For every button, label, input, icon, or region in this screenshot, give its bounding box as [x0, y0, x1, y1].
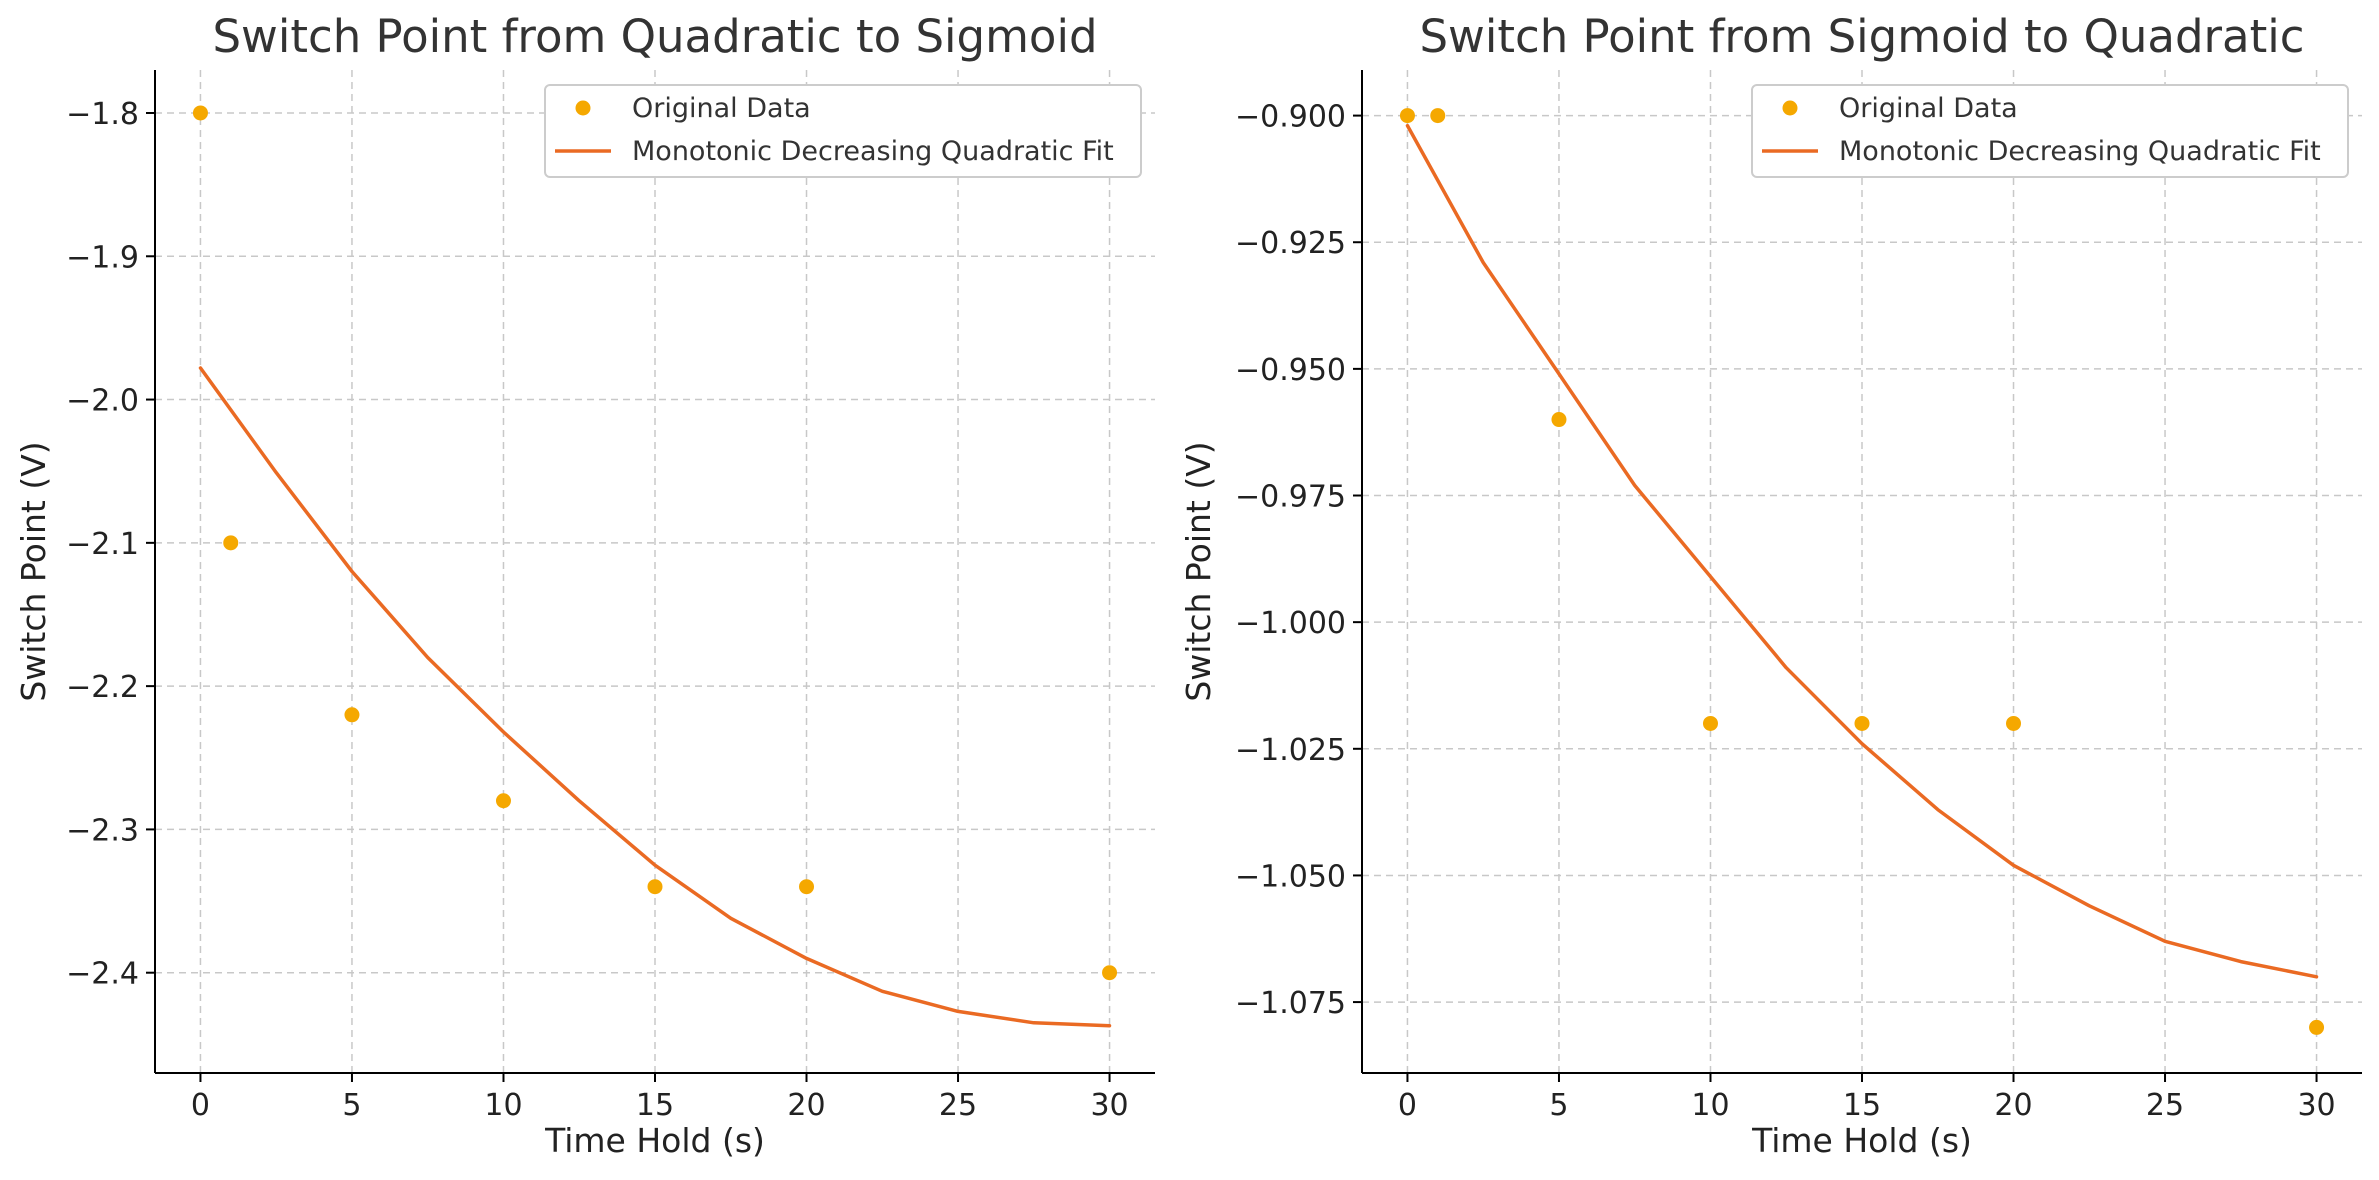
x-tick-label: 10	[1691, 1088, 1729, 1123]
legend-frame	[1751, 84, 2349, 178]
chart-title: Switch Point from Quadratic to Sigmoid	[212, 10, 1097, 63]
legend: Original Data Monotonic Decreasing Quadra…	[1751, 84, 2349, 178]
y-tick-label: −2.2	[66, 670, 139, 705]
x-axis-label: Time Hold (s)	[1751, 1121, 1972, 1160]
legend-entry-label: Monotonic Decreasing Quadratic Fit	[632, 136, 1114, 167]
data-point	[1551, 412, 1567, 428]
legend-entry-label: Original Data	[1839, 93, 2018, 124]
y-tick-label: −2.0	[66, 384, 139, 419]
y-tick-label: −1.9	[66, 240, 139, 275]
legend-entry-label: Monotonic Decreasing Quadratic Fit	[1839, 136, 2321, 167]
data-point	[495, 793, 511, 809]
x-axis-label: Time Hold (s)	[544, 1121, 765, 1160]
x-tick-label: 5	[1549, 1088, 1568, 1123]
legend-entry-label: Original Data	[632, 93, 811, 124]
data-point	[1702, 715, 1718, 731]
y-tick-label: −1.025	[1235, 733, 1346, 768]
x-tick-label: 20	[787, 1088, 825, 1123]
x-tick-label: 15	[1843, 1088, 1881, 1123]
data-point	[647, 879, 663, 895]
y-axis-label: Switch Point (V)	[1179, 441, 1218, 701]
data-point	[1430, 108, 1446, 124]
data-point	[2006, 715, 2022, 731]
y-tick-label: −2.4	[66, 957, 139, 992]
x-tick-label: 0	[1398, 1088, 1417, 1123]
x-tick-label: 30	[2297, 1088, 2335, 1123]
x-tick-label: 0	[191, 1088, 210, 1123]
data-point	[1399, 108, 1415, 124]
y-tick-label: −0.925	[1235, 226, 1346, 261]
x-tick-label: 25	[2146, 1088, 2184, 1123]
legend: Original Data Monotonic Decreasing Quadra…	[544, 84, 1142, 178]
y-tick-label: −1.000	[1235, 606, 1346, 641]
chart-panel-2: 0 5 10 15 20 25 30 −0.900 −0.925 −0.950 −0.975 −1.0…	[1179, 10, 2362, 1160]
data-point	[1854, 715, 1870, 731]
y-tick-label: −0.900	[1235, 100, 1346, 135]
legend-marker-points	[1782, 100, 1798, 116]
data-point	[223, 535, 239, 551]
x-tick-label: 10	[484, 1088, 522, 1123]
y-tick-label: −1.050	[1235, 859, 1346, 894]
x-tick-label: 15	[636, 1088, 674, 1123]
data-point	[799, 879, 815, 895]
y-tick-label: −2.1	[66, 527, 139, 562]
x-tick-label: 25	[939, 1088, 977, 1123]
y-tick-label: −1.8	[66, 97, 139, 132]
data-point	[344, 707, 360, 723]
chart-panel-1: 0 5 10 15 20 25 30 −1.8 −1.9 −2.0 −2.1 −2.2 −2.3 −2.4…	[14, 10, 1155, 1160]
y-axis-label: Switch Point (V)	[14, 441, 53, 701]
legend-marker-points	[575, 100, 591, 116]
y-tick-label: −0.975	[1235, 480, 1346, 515]
data-point	[192, 105, 208, 121]
x-tick-label: 5	[342, 1088, 361, 1123]
y-tick-label: −2.3	[66, 813, 139, 848]
chart-title: Switch Point from Sigmoid to Quadratic	[1419, 10, 2304, 63]
data-point	[2309, 1019, 2325, 1035]
y-tick-label: −0.950	[1235, 353, 1346, 388]
y-tick-label: −1.075	[1235, 986, 1346, 1021]
x-tick-label: 20	[1994, 1088, 2032, 1123]
x-tick-label: 30	[1090, 1088, 1128, 1123]
legend-frame	[544, 84, 1142, 178]
fit-line	[198, 366, 1112, 1028]
fit-line	[1405, 123, 2319, 979]
data-point	[1102, 965, 1118, 981]
